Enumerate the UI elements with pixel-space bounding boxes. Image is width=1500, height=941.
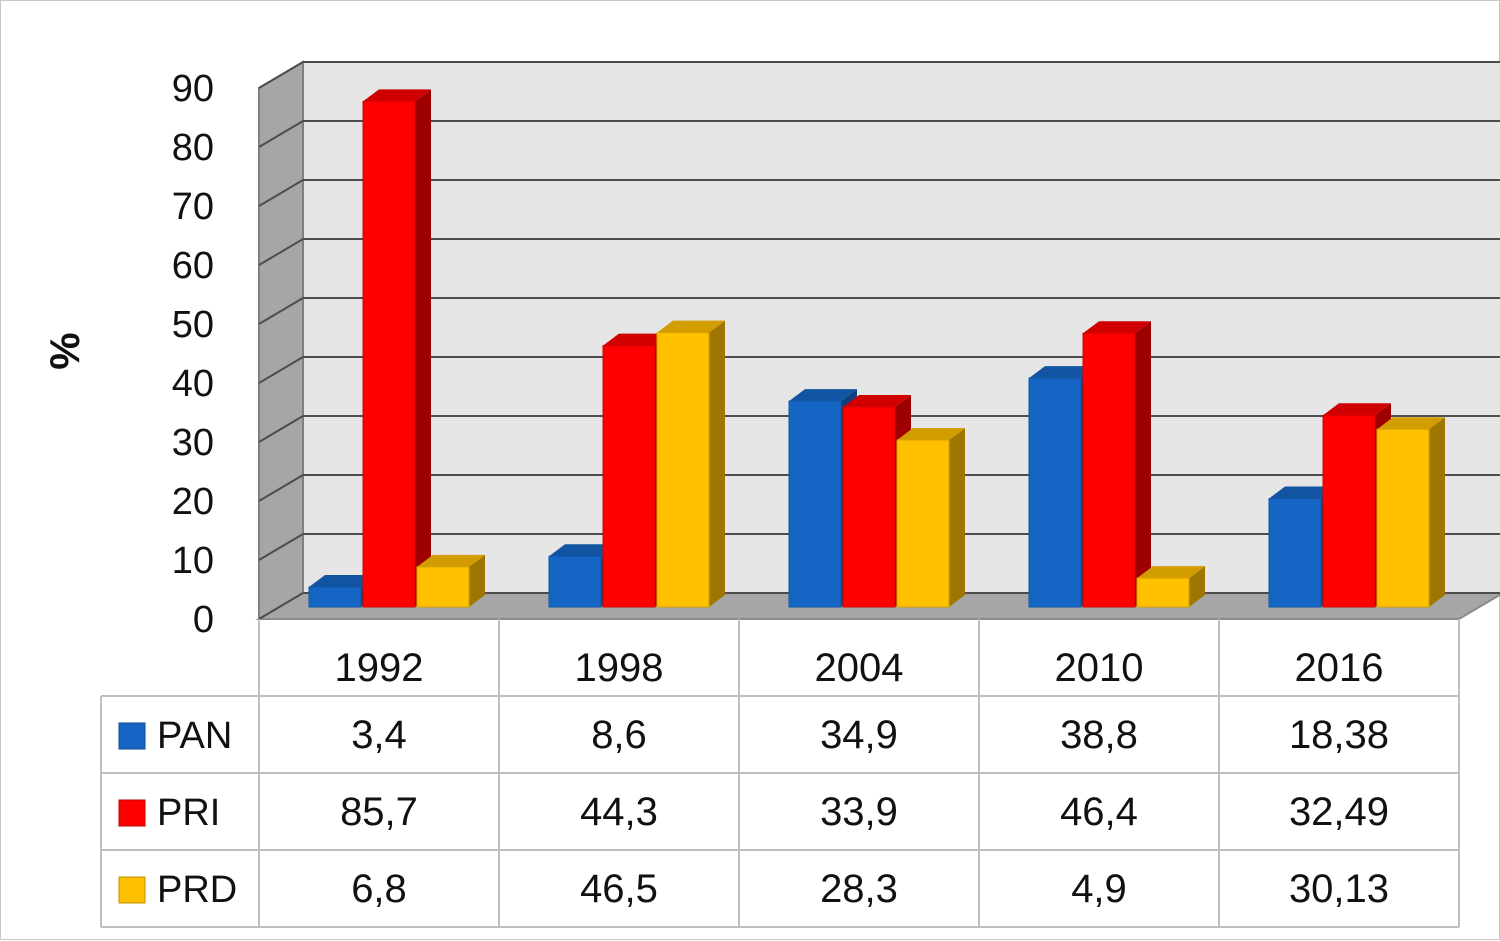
y-tick-label: 30 (172, 422, 214, 464)
data-label: 38,8 (1060, 713, 1138, 757)
y-tick-label: 20 (172, 481, 214, 523)
bar-top (309, 574, 377, 587)
y-axis-label: % (41, 332, 88, 369)
grid-line-side (258, 474, 304, 502)
bar-top (657, 320, 725, 333)
bar-top (549, 544, 617, 557)
bar-side (1189, 566, 1205, 607)
bar-front (656, 332, 710, 608)
bar-side (949, 428, 965, 607)
data-label: 85,7 (340, 790, 418, 834)
bar-side (1135, 321, 1151, 607)
y-tick-label: 90 (172, 68, 214, 110)
bar-pri-1992 (362, 89, 431, 608)
data-label: 18,38 (1289, 713, 1389, 757)
bar-top (1323, 403, 1391, 416)
y-tick-label: 80 (172, 127, 214, 169)
grid-line-side (258, 179, 304, 207)
bar-pri-2010 (1082, 321, 1151, 608)
x-tick-label: 2004 (815, 646, 904, 690)
bar-front (548, 555, 602, 608)
grid-line-side (258, 238, 304, 266)
data-label: 32,49 (1289, 790, 1389, 834)
bar-front (416, 566, 470, 608)
x-tick-label: 2010 (1055, 646, 1144, 690)
bar-front (362, 100, 416, 608)
y-tick-label: 10 (172, 540, 214, 582)
bar-front (1136, 577, 1190, 608)
data-label: 33,9 (820, 790, 898, 834)
y-tick-label: 40 (172, 363, 214, 405)
y-axis-ticks: 0 10 20 30 40 50 60 70 80 90 (172, 68, 214, 641)
legend-label: PAN (157, 715, 232, 757)
bar-top (789, 389, 857, 402)
grid-line-side (258, 356, 304, 384)
data-label: 6,8 (351, 867, 407, 911)
legend-swatch-pan (118, 722, 146, 750)
bar-prd-2010 (1136, 566, 1205, 608)
bar-front (602, 345, 656, 608)
bar-side (1429, 417, 1445, 607)
data-label: 8,6 (591, 713, 647, 757)
grid-line-side (258, 61, 304, 89)
side-wall (258, 60, 304, 621)
y-tick-label: 70 (172, 186, 214, 228)
bar-front (1082, 332, 1136, 608)
grid-line-side (258, 297, 304, 325)
bar-top (603, 333, 671, 346)
grid-line-side (258, 415, 304, 443)
bar-front (896, 439, 950, 608)
legend-swatch-prd (118, 876, 146, 904)
bar-front (1322, 414, 1376, 608)
data-table: 1992 1998 2004 2010 2016 PAN 3,4 8,6 34,9 38,8 18,… (100, 619, 1460, 928)
bar-front (308, 586, 362, 608)
bar-prd-1998 (656, 320, 725, 608)
legend-swatch-pri (118, 799, 146, 827)
bar-side (415, 89, 431, 608)
bar-front (1028, 377, 1082, 608)
x-tick-label: 1992 (335, 646, 424, 690)
bar-top (843, 394, 911, 407)
x-tick-label: 2016 (1295, 646, 1384, 690)
data-label: 34,9 (820, 713, 898, 757)
bar-prd-2004 (896, 428, 965, 608)
data-label: 44,3 (580, 790, 658, 834)
bars (308, 89, 1445, 608)
data-label: 4,9 (1071, 867, 1127, 911)
bar-front (1268, 498, 1322, 608)
grid-line-side (258, 533, 304, 561)
y-tick-label: 0 (193, 599, 214, 641)
bar-top (417, 554, 485, 567)
y-tick-label: 60 (172, 245, 214, 287)
bar-prd-1992 (416, 554, 485, 608)
data-label: 3,4 (351, 713, 407, 757)
bar-top (1029, 366, 1097, 379)
bar-top (1377, 417, 1445, 430)
x-tick-label: 1998 (575, 646, 664, 690)
grid-line-side (258, 592, 304, 620)
bar-side (709, 320, 725, 607)
bar-top (1083, 321, 1151, 334)
grid-line-side (258, 120, 304, 148)
bar-top (363, 89, 431, 102)
bar-side (469, 554, 485, 607)
bar-front (788, 400, 842, 608)
bar-top (1137, 566, 1205, 579)
bar-prd-2016 (1376, 417, 1445, 608)
data-label: 30,13 (1289, 867, 1389, 911)
bar-front (1376, 428, 1430, 608)
data-label: 46,5 (580, 867, 658, 911)
legend-label: PRD (157, 869, 237, 911)
legend-label: PRI (157, 792, 220, 834)
bar-top (1269, 486, 1337, 499)
bar-front (842, 406, 896, 608)
y-tick-label: 50 (172, 304, 214, 346)
data-label: 28,3 (820, 867, 898, 911)
bar-top (897, 428, 965, 441)
data-label: 46,4 (1060, 790, 1138, 834)
